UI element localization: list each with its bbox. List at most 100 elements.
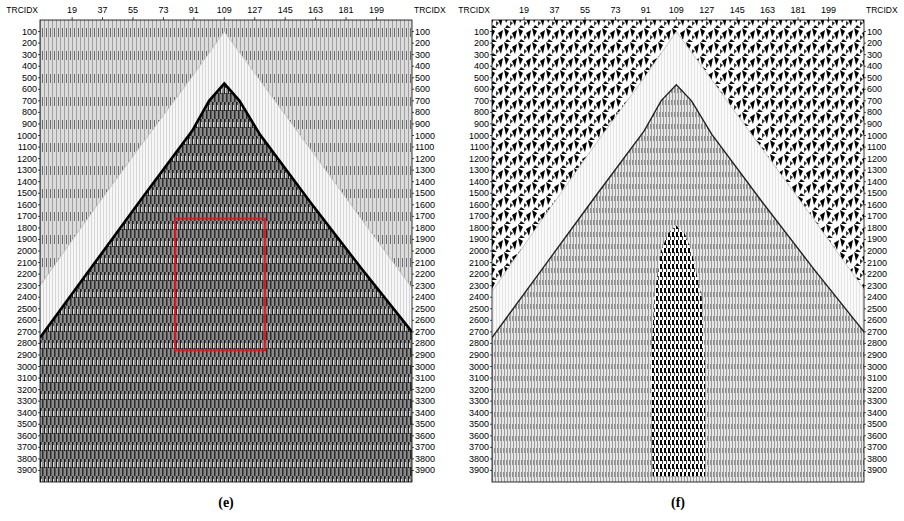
y-tick-label: 3800: [469, 454, 489, 464]
y-tick-label: 3200: [469, 385, 489, 395]
y-tick-label: 3600: [17, 431, 37, 441]
y-tick-label: 2100: [469, 258, 489, 268]
y-tick: [412, 412, 414, 413]
y-tick-label: 2900: [469, 350, 489, 360]
x-tick-label: 91: [641, 5, 651, 15]
plot-area: [40, 20, 412, 482]
y-tick: [490, 170, 492, 171]
y-tick: [412, 320, 414, 321]
y-tick: [490, 331, 492, 332]
y-tick-label: 1100: [470, 142, 489, 152]
y-tick: [38, 331, 40, 332]
y-tick: [412, 470, 414, 471]
y-tick-label: 600: [474, 84, 489, 94]
y-tick: [412, 123, 414, 124]
y-tick-label: 1900: [867, 234, 887, 244]
y-tick-label: 2200: [469, 269, 489, 279]
y-tick: [864, 262, 866, 263]
x-tick: [585, 17, 586, 20]
axis-label: TRCIDX: [866, 5, 898, 15]
y-tick: [864, 285, 866, 286]
x-tick-label: 55: [128, 5, 138, 15]
panel-title: (e): [218, 495, 234, 511]
y-tick-label: 2500: [867, 304, 887, 314]
x-tick-label: 19: [67, 5, 77, 15]
y-tick: [490, 447, 492, 448]
y-tick: [412, 170, 414, 171]
y-tick: [38, 389, 40, 390]
y-tick-label: 2100: [867, 258, 887, 268]
y-tick-label: 1600: [867, 200, 887, 210]
y-tick-label: 700: [867, 96, 882, 106]
y-tick: [490, 135, 492, 136]
y-tick: [412, 158, 414, 159]
y-tick-label: 700: [22, 96, 37, 106]
y-tick-label: 100: [474, 27, 489, 37]
y-tick-label: 2400: [415, 292, 435, 302]
y-tick-label: 3900: [867, 465, 887, 475]
x-tick: [767, 17, 768, 20]
y-tick: [864, 389, 866, 390]
y-tick: [38, 239, 40, 240]
x-tick-label: 163: [308, 5, 323, 15]
y-tick-label: 3400: [17, 408, 37, 418]
y-tick-label: 1000: [17, 131, 37, 141]
y-tick-label: 300: [867, 50, 882, 60]
y-tick: [864, 158, 866, 159]
panel: 1937557391109127145163181199100100200200…: [458, 5, 898, 511]
y-tick-label: 2500: [469, 304, 489, 314]
y-tick: [412, 354, 414, 355]
y-tick: [38, 227, 40, 228]
y-tick: [412, 308, 414, 309]
first-break: [492, 85, 864, 338]
y-tick: [412, 31, 414, 32]
y-tick: [38, 43, 40, 44]
y-tick-label: 700: [415, 96, 430, 106]
y-tick-label: 1300: [867, 165, 887, 175]
axis-label: TRCIDX: [6, 5, 38, 15]
y-tick: [38, 204, 40, 205]
y-tick: [864, 320, 866, 321]
x-tick-label: 91: [189, 5, 199, 15]
y-tick: [490, 66, 492, 67]
x-tick-label: 145: [730, 5, 745, 15]
y-tick: [864, 308, 866, 309]
y-tick: [864, 112, 866, 113]
y-tick: [864, 435, 866, 436]
y-tick-label: 2000: [469, 246, 489, 256]
y-tick: [38, 401, 40, 402]
y-tick-label: 2900: [415, 350, 435, 360]
y-tick-label: 3200: [415, 385, 435, 395]
y-tick: [490, 251, 492, 252]
y-tick-label: 2300: [867, 281, 887, 291]
y-tick: [412, 331, 414, 332]
y-tick-label: 3600: [469, 431, 489, 441]
y-tick: [864, 274, 866, 275]
frame: [492, 20, 864, 482]
y-tick-label: 2700: [17, 327, 37, 337]
mute-boundary: [492, 32, 864, 292]
y-tick-label: 2400: [867, 292, 887, 302]
y-tick-label: 2500: [17, 304, 37, 314]
panel-title: (f): [671, 495, 685, 511]
y-tick: [412, 147, 414, 148]
y-tick: [490, 112, 492, 113]
y-tick-label: 2000: [17, 246, 37, 256]
y-tick-label: 3800: [867, 454, 887, 464]
y-tick: [490, 43, 492, 44]
y-tick-label: 2300: [469, 281, 489, 291]
y-tick: [412, 181, 414, 182]
y-tick-label: 3700: [867, 442, 887, 452]
y-tick-label: 1700: [469, 211, 489, 221]
y-tick-label: 2200: [867, 269, 887, 279]
frame: [40, 20, 412, 482]
y-tick-label: 1700: [415, 211, 435, 221]
x-tick: [285, 17, 286, 20]
y-tick-label: 700: [474, 96, 489, 106]
y-tick: [38, 320, 40, 321]
x-tick-label: 37: [550, 5, 560, 15]
y-tick-label: 1000: [867, 131, 887, 141]
y-tick-label: 800: [867, 107, 882, 117]
x-tick-label: 181: [339, 5, 354, 15]
x-tick: [554, 17, 555, 20]
